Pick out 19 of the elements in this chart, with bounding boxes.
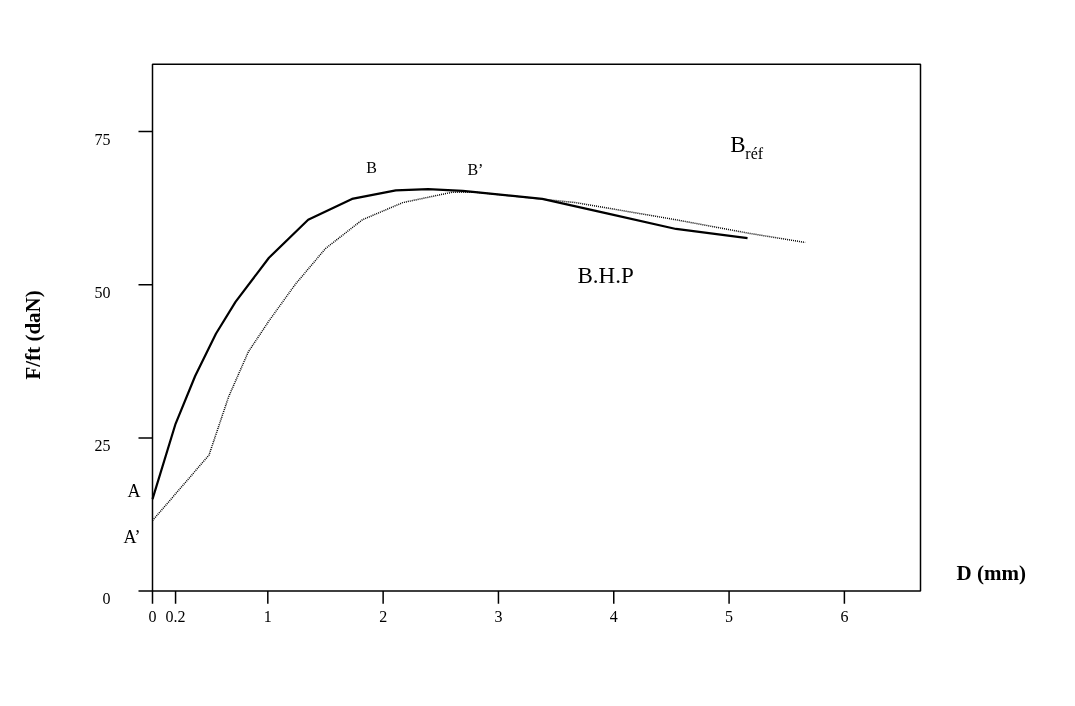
x-tick-label: 0.2: [165, 608, 186, 626]
x-axis-title: D (mm): [956, 560, 1026, 585]
y-tick-label: 0: [102, 590, 111, 608]
x-tick-label: 2: [379, 608, 388, 626]
y-tick-label: 25: [94, 436, 111, 454]
x-tick-label: 4: [609, 608, 618, 626]
x-tick-label: 0: [148, 608, 157, 626]
y-tick-label: 50: [94, 283, 111, 301]
y-axis-title: F/ft (daN): [20, 290, 45, 380]
annotation: A: [127, 481, 141, 502]
y-tick-label: 75: [94, 130, 111, 148]
x-tick-label: 3: [494, 608, 503, 626]
x-tick-label: 5: [725, 608, 734, 626]
x-tick-label: 1: [263, 608, 272, 626]
x-tick-label: 6: [840, 608, 849, 626]
series-label: B.H.P: [577, 263, 634, 289]
annotation: B: [366, 159, 377, 177]
annotation: A’: [123, 526, 141, 547]
annotation: B’: [467, 161, 484, 179]
